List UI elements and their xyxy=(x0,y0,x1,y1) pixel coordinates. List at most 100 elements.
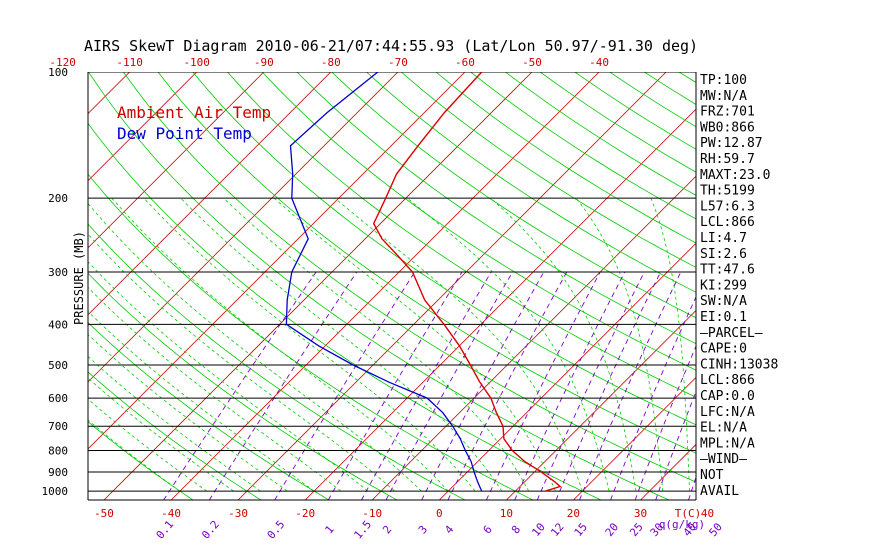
bottom-temp-tick-label: -50 xyxy=(94,507,114,520)
bottom-temp-tick-label: 0 xyxy=(436,507,443,520)
isotherm-line xyxy=(775,72,870,500)
index-entry: PW:12.87 xyxy=(700,136,763,151)
pressure-tick-label: 1000 xyxy=(42,485,69,498)
dry-adiabat-line xyxy=(400,72,696,268)
moist-adiabat-line xyxy=(575,197,664,492)
index-entry: WB0:866 xyxy=(700,120,755,135)
top-temp-tick-label: -110 xyxy=(116,56,143,69)
isotherm-line xyxy=(88,72,130,115)
mixing-ratio-label: 3 xyxy=(416,523,430,536)
mixing-ratio-line xyxy=(514,271,626,500)
bottom-axis-unit: T(C) xyxy=(675,507,702,520)
index-entry: FRZ:701 xyxy=(700,105,755,120)
index-entry: MW:N/A xyxy=(700,89,747,104)
isotherm-line xyxy=(506,309,696,500)
pressure-tick-label: 500 xyxy=(48,359,68,372)
mixing-ratio-line xyxy=(163,271,317,500)
top-temp-tick-label: -120 xyxy=(49,56,76,69)
pressure-tick-label: 400 xyxy=(48,318,68,331)
mixing-ratio-line xyxy=(536,271,645,500)
mixing-ratio-line xyxy=(274,271,416,500)
dew-point-temp-line xyxy=(285,72,483,492)
index-entry: TP:100 xyxy=(700,73,747,88)
isotherm-line xyxy=(573,376,696,500)
stability-indices: TP:100MW:N/AFRZ:701WB0:866PW:12.87RH:59.… xyxy=(700,73,778,499)
top-temp-tick-label: -40 xyxy=(589,56,609,69)
dry-adiabat-line xyxy=(366,72,696,293)
index-entry: KI:299 xyxy=(700,278,747,293)
mixing-ratio-label: 12 xyxy=(548,520,566,539)
index-entry: CAPE:0 xyxy=(700,342,747,357)
moist-adiabat-line xyxy=(88,355,261,492)
legend-dew-point-temp: Dew Point Temp xyxy=(117,124,252,143)
mixing-ratio-label: 15 xyxy=(572,520,590,539)
moist-adiabat-line xyxy=(490,197,637,492)
bottom-temp-tick-label: 20 xyxy=(567,507,580,520)
isotherm-line xyxy=(103,72,533,500)
legend-ambient-air-temp: Ambient Air Temp xyxy=(117,103,271,122)
mixing-ratio-line xyxy=(421,271,545,500)
series-layer xyxy=(285,72,562,492)
bottom-temp-tick-label: 30 xyxy=(634,507,647,520)
index-entry: RH:59.7 xyxy=(700,152,755,167)
moist-adiabat-line xyxy=(650,198,690,492)
mixing-ratio-line xyxy=(485,271,601,500)
dry-adiabat-line xyxy=(122,72,696,483)
dry-adiabat-line xyxy=(88,122,602,500)
index-entry: EL:N/A xyxy=(700,421,747,436)
isotherm-line xyxy=(88,72,399,383)
index-entry: TH:5199 xyxy=(700,184,755,199)
chart-title: AIRS SkewT Diagram 2010-06-21/07:44:55.9… xyxy=(84,37,698,55)
top-temp-tick-label: -60 xyxy=(455,56,475,69)
bottom-temp-tick-label: 10 xyxy=(500,507,513,520)
y-axis-label: PRESSURE (MB) xyxy=(72,231,86,325)
index-entry: MPL:N/A xyxy=(700,436,755,451)
top-temp-tick-label: -70 xyxy=(388,56,408,69)
index-entry: LCL:866 xyxy=(700,215,755,230)
isotherm-line xyxy=(237,72,667,500)
isotherm-line xyxy=(88,72,466,450)
index-entry: SW:N/A xyxy=(700,294,747,309)
index-entry: L57:6.3 xyxy=(700,199,755,214)
isotherm-line xyxy=(842,72,870,500)
index-entry: AVAIL xyxy=(700,484,739,499)
moist-adiabat-line xyxy=(180,197,503,492)
top-temp-tick-label: -100 xyxy=(183,56,210,69)
mixing-ratio-line xyxy=(208,271,358,500)
index-entry: CINH:13038 xyxy=(700,357,778,372)
mixing-ratio-line xyxy=(555,271,662,500)
index-entry: NOT xyxy=(700,468,724,483)
bottom-temp-tick-label: 40 xyxy=(701,507,714,520)
moist-adiabat-line xyxy=(88,398,208,492)
mixing-ratio-label: 25 xyxy=(627,520,645,539)
moist-adiabat-line xyxy=(111,197,449,492)
index-entry: –PARCEL– xyxy=(700,326,763,341)
pressure-tick-label: 200 xyxy=(48,192,68,205)
dry-adiabat-line xyxy=(88,173,534,500)
index-entry: EI:0.1 xyxy=(700,310,747,325)
isotherm-line xyxy=(88,72,197,182)
dry-adiabat-line xyxy=(296,72,696,345)
pressure-tick-label: 300 xyxy=(48,266,68,279)
dry-adiabat-line xyxy=(505,72,696,196)
mixing-ratio-label: 50 xyxy=(706,520,724,539)
dry-adiabat-line xyxy=(88,322,330,500)
mixing-ratio-line xyxy=(385,271,513,500)
index-entry: LI:4.7 xyxy=(700,231,747,246)
index-entry: LFC:N/A xyxy=(700,405,755,420)
mixing-ratio-line xyxy=(361,271,492,500)
dry-adiabat-line xyxy=(88,272,398,500)
dry-adiabat-line xyxy=(157,72,696,454)
isotherm-line xyxy=(0,72,63,500)
top-temp-tick-label: -80 xyxy=(321,56,341,69)
mixing-ratio-label: 1.5 xyxy=(351,518,374,542)
moist-adiabat-line xyxy=(88,419,181,492)
mixing-ratio-label: 8 xyxy=(509,523,523,536)
mixing-ratio-line xyxy=(327,271,463,500)
dry-adiabat-line xyxy=(261,72,696,371)
mixing-ratio-label: 6 xyxy=(481,523,495,536)
dry-adiabat-line xyxy=(88,371,262,500)
pressure-tick-label: 600 xyxy=(48,392,68,405)
index-entry: CAP:0.0 xyxy=(700,389,755,404)
